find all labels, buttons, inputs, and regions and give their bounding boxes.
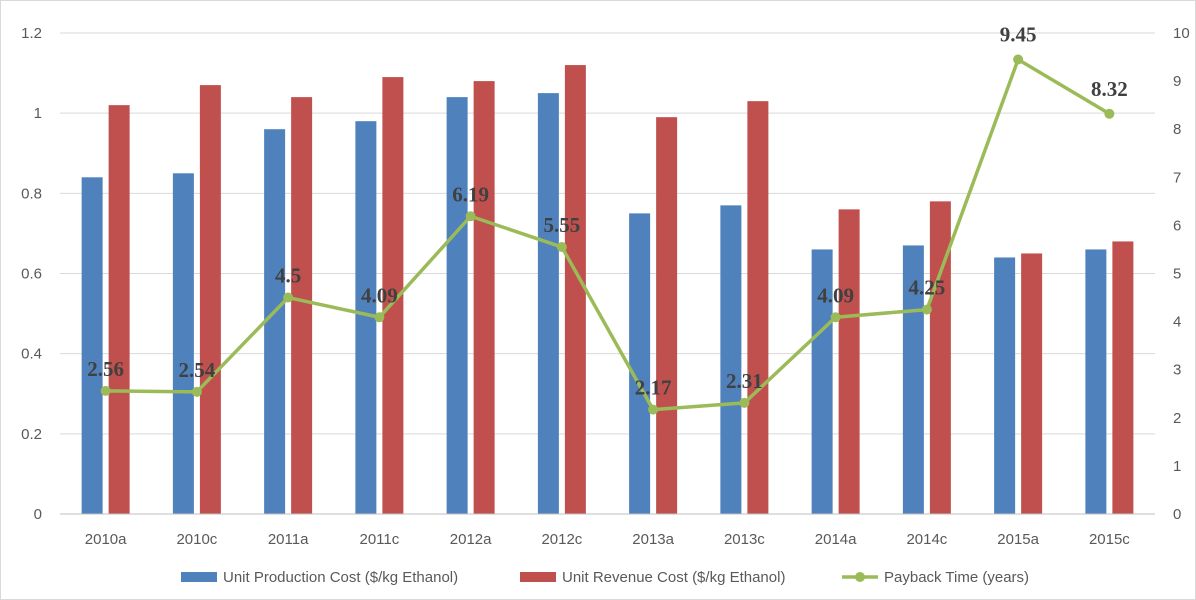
- payback-point: [1104, 108, 1115, 119]
- y-right-tick-label: 9: [1173, 73, 1181, 90]
- y-right-tick-label: 10: [1173, 25, 1190, 42]
- payback-data-label: 2.54: [179, 358, 216, 382]
- production-cost-bar: [811, 249, 833, 514]
- x-tick-label: 2015a: [997, 531, 1039, 548]
- payback-line: [100, 54, 1115, 415]
- legend-label: Payback Time (years): [884, 569, 1029, 586]
- x-tick-label: 2013c: [724, 531, 765, 548]
- payback-data-label: 2.31: [726, 369, 763, 393]
- production-cost-bar: [264, 129, 286, 514]
- payback-data-label: 2.17: [635, 376, 672, 400]
- payback-point: [374, 312, 385, 323]
- revenue-cost-bar: [1112, 241, 1134, 514]
- legend: Unit Production Cost ($/kg Ethanol) Unit …: [181, 569, 1029, 586]
- axes: 0 0.2 0.4 0.6 0.8 1 1.2 0 1 2 3 4 5 6 7 8 9 10 2010a 2010c 2…: [21, 25, 1190, 548]
- revenue-cost-bar: [747, 101, 769, 515]
- y-right-tick-label: 4: [1173, 314, 1181, 331]
- production-cost-bar: [537, 93, 559, 514]
- y-left-tick-label: 1: [34, 105, 42, 122]
- x-tick-label: 2014a: [815, 531, 857, 548]
- payback-point: [648, 404, 659, 415]
- production-cost-bar: [629, 213, 651, 514]
- production-cost-bar: [994, 257, 1016, 514]
- revenue-cost-bar: [291, 97, 313, 514]
- x-tick-label: 2014c: [906, 531, 947, 548]
- payback-line-path: [105, 57, 1111, 412]
- production-cost-bar: [355, 121, 377, 514]
- y-right-tick-label: 7: [1173, 169, 1181, 186]
- x-tick-label: 2010a: [85, 531, 127, 548]
- revenue-cost-bar: [564, 65, 586, 515]
- revenue-cost-bar: [1021, 253, 1043, 515]
- y-right-tick-label: 6: [1173, 217, 1181, 234]
- payback-data-label: 4.09: [361, 283, 398, 307]
- x-tick-label: 2012a: [450, 531, 492, 548]
- y-right-tick-label: 8: [1173, 121, 1181, 138]
- payback-data-label: 4.09: [817, 283, 854, 307]
- gridlines: [60, 32, 1155, 515]
- payback-point: [1013, 54, 1024, 65]
- revenue-cost-bar: [929, 201, 951, 514]
- payback-data-label: 5.55: [544, 213, 581, 237]
- payback-point: [100, 385, 111, 396]
- y-right-tick-label: 3: [1173, 362, 1181, 379]
- production-cost-bar: [81, 177, 103, 515]
- y-left-tick-label: 0.6: [21, 266, 42, 283]
- payback-data-label: 4.25: [909, 276, 946, 300]
- y-right-tick-label: 0: [1173, 506, 1181, 523]
- payback-data-label: 2.56: [87, 357, 124, 381]
- payback-point: [465, 211, 476, 222]
- revenue-cost-bar: [199, 85, 221, 514]
- payback-point: [191, 386, 202, 397]
- y-right-tick-label: 1: [1173, 458, 1181, 475]
- payback-data-label: 8.32: [1091, 77, 1128, 101]
- legend-swatch: [520, 572, 556, 582]
- payback-point: [283, 292, 294, 303]
- revenue-cost-bar: [382, 77, 404, 514]
- revenue-cost-bar: [473, 81, 495, 514]
- payback-point: [921, 304, 932, 315]
- legend-label: Unit Revenue Cost ($/kg Ethanol): [562, 569, 785, 586]
- y-left-tick-label: 0: [34, 506, 42, 523]
- payback-data-label: 4.5: [275, 264, 301, 288]
- y-left-tick-label: 1.2: [21, 25, 42, 42]
- x-tick-label: 2011c: [359, 531, 399, 548]
- production-cost-bar: [720, 205, 742, 514]
- legend-swatch: [181, 572, 217, 582]
- x-tick-label: 2013a: [632, 531, 674, 548]
- data-labels: 2.56 2.54 4.5 4.09 6.19 5.55 2.17 2.31 4.09 4.25 9…: [87, 22, 1128, 399]
- revenue-cost-bar: [656, 117, 678, 515]
- revenue-cost-bar: [838, 209, 860, 514]
- y-left-tick-label: 0.4: [21, 346, 42, 363]
- x-tick-label: 2010c: [176, 531, 217, 548]
- legend-label: Unit Production Cost ($/kg Ethanol): [223, 569, 458, 586]
- x-tick-label: 2012c: [541, 531, 582, 548]
- y-left-tick-label: 0.2: [21, 426, 42, 443]
- production-cost-bar: [446, 97, 468, 514]
- payback-point: [739, 397, 750, 408]
- x-tick-label: 2011a: [268, 531, 309, 548]
- payback-data-label: 6.19: [452, 182, 489, 206]
- production-cost-bar: [172, 173, 194, 514]
- y-left-tick-label: 0.8: [21, 185, 42, 202]
- production-cost-bar: [1085, 249, 1107, 514]
- payback-point: [556, 242, 567, 253]
- revenue-cost-bar: [108, 105, 130, 515]
- legend-marker: [855, 572, 865, 582]
- bars: [81, 65, 1134, 515]
- payback-point: [830, 312, 841, 323]
- x-tick-label: 2015c: [1089, 531, 1130, 548]
- y-right-tick-label: 5: [1173, 266, 1181, 283]
- payback-data-label: 9.45: [1000, 22, 1037, 46]
- y-right-tick-label: 2: [1173, 410, 1181, 427]
